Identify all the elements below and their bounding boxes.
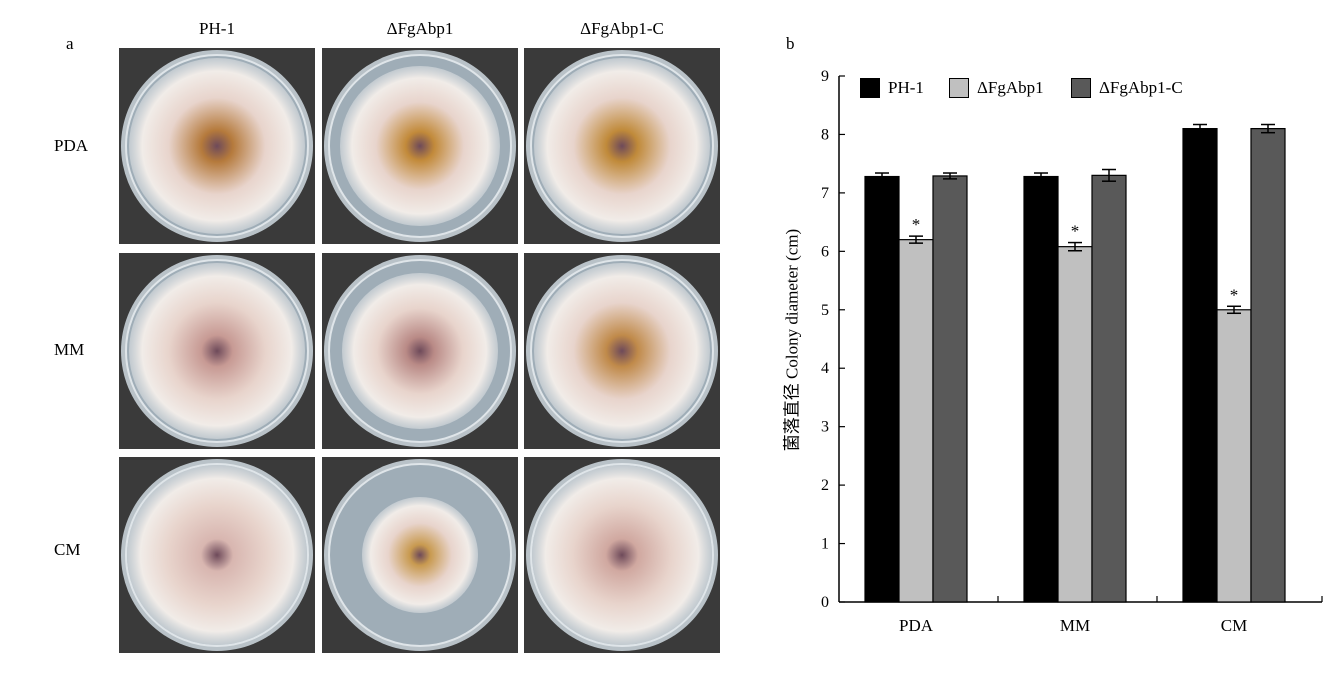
bar-pda-0: [864, 175, 900, 603]
y-tick-label: 6: [821, 243, 829, 260]
petri-plate-image: [119, 457, 315, 653]
panel-b-label: b: [786, 34, 795, 53]
legend-item-ph1: PH-1: [860, 78, 924, 98]
colony-diameter-bar-chart: 0 1 2 3 4 5 6 7 8 9 * PDA * MM * CM: [821, 68, 1323, 635]
x-tick-label-mm: MM: [1060, 616, 1090, 635]
bar-cm-0: [1182, 127, 1218, 603]
panel-a-label: a: [66, 34, 74, 53]
petri-plate-image: [524, 457, 720, 653]
y-tick-label: 4: [821, 360, 829, 377]
petri-plate-image: [119, 48, 315, 244]
petri-plate-image: [322, 48, 518, 244]
row-header-mm: MM: [54, 340, 85, 359]
x-tick-label-pda: PDA: [899, 616, 934, 635]
significance-marker: *: [912, 215, 921, 234]
column-header-complemented: ΔFgAbp1-C: [580, 19, 664, 38]
y-tick-label: 1: [821, 536, 829, 553]
bar-mm-2: [1091, 174, 1127, 603]
legend-label: ΔFgAbp1-C: [1099, 78, 1183, 97]
petri-plate-image: [322, 457, 518, 653]
legend-item-complemented: ΔFgAbp1-C: [1071, 78, 1183, 98]
legend-swatch: [1071, 78, 1091, 98]
petri-plate-image: [119, 253, 315, 449]
column-header-mutant: ΔFgAbp1: [386, 19, 454, 38]
y-tick-label: 5: [821, 302, 829, 319]
bar-cm-2: [1250, 127, 1286, 603]
legend-label: ΔFgAbp1: [977, 78, 1044, 97]
y-tick-label: 0: [821, 594, 829, 611]
significance-marker: *: [1071, 222, 1080, 241]
petri-plate-image: [524, 48, 720, 244]
bar-pda-1: [898, 239, 934, 603]
row-header-pda: PDA: [54, 136, 89, 155]
row-header-cm: CM: [54, 540, 81, 559]
legend-swatch: [949, 78, 969, 98]
significance-marker: *: [1230, 285, 1239, 304]
bar-mm-0: [1023, 175, 1059, 603]
y-tick-label: 2: [821, 477, 829, 494]
legend-swatch: [860, 78, 880, 98]
petri-plate-image: [322, 253, 518, 449]
y-axis-label: 菌落直径 Colony diameter (cm): [782, 228, 802, 452]
legend-item-mutant: ΔFgAbp1: [949, 78, 1044, 98]
legend-label: PH-1: [888, 78, 924, 97]
y-tick-label: 3: [821, 419, 829, 436]
y-tick-label: 8: [821, 126, 829, 143]
petri-plate-image: [524, 253, 720, 449]
bar-mm-1: [1057, 246, 1093, 603]
column-header-ph1: PH-1: [199, 19, 235, 38]
y-tick-label: 7: [821, 185, 829, 202]
bar-pda-2: [932, 175, 968, 603]
y-tick-label: 9: [821, 68, 829, 85]
bar-cm-1: [1216, 309, 1252, 603]
x-tick-label-cm: CM: [1221, 616, 1247, 635]
